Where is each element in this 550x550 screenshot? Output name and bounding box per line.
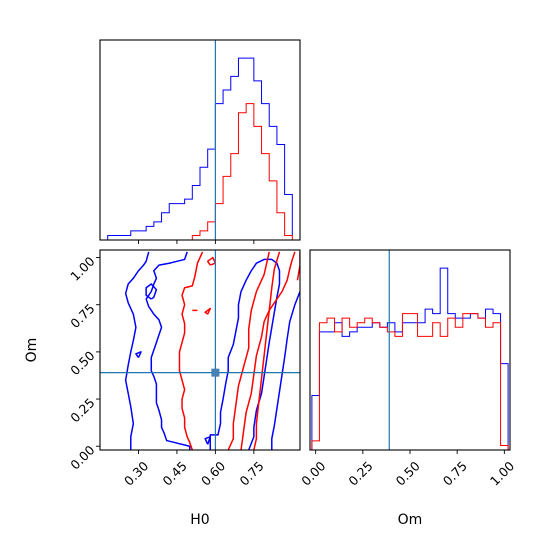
contour-red-0 (178, 251, 204, 450)
om-x-tick-label-1: 0.25 (345, 458, 375, 488)
om-marginal-frame (309, 249, 511, 451)
x-axis-label-h0: H0 (190, 512, 209, 528)
contour-red-4 (296, 251, 300, 281)
y-axis-label-om: Om (24, 338, 40, 363)
om-y-tick-label-4: 1.00 (67, 254, 97, 284)
contour-y-ticks: 0.00 0.25 0.50 0.75 1.00 (67, 254, 100, 473)
contour-blue-5 (204, 436, 212, 445)
om-x-tick-label-0: 0.00 (298, 458, 328, 488)
om-histogram-series-red (311, 313, 509, 450)
contour-blue-2 (209, 258, 281, 450)
om-histogram-lines (311, 267, 509, 450)
h0-marginal-ticks (138, 240, 255, 244)
h0-histogram-series-blue (100, 57, 293, 241)
contour-x-ticks: 0.30 0.45 0.60 0.75 (121, 450, 267, 489)
contour-lines (124, 251, 300, 450)
h0-marginal-frame (99, 39, 301, 241)
h0-x-tick-label-0: 0.30 (121, 458, 151, 488)
om-y-tick-label-0: 0.00 (67, 442, 97, 472)
h0-marginal-panel (99, 39, 301, 244)
om-x-tick-label-2: 0.50 (393, 458, 423, 488)
contour-red-3 (240, 251, 296, 450)
om-x-tick-label-3: 0.75 (440, 458, 470, 488)
contour-red-5 (206, 256, 217, 266)
contour-red-6 (204, 307, 212, 315)
h0-histogram-series-red (100, 103, 293, 241)
contour-blue-4 (135, 351, 142, 358)
contour-frame (99, 249, 301, 451)
contour-red-2 (253, 251, 281, 450)
h0-x-tick-label-1: 0.45 (160, 458, 190, 488)
h0-x-tick-label-3: 0.75 (236, 458, 266, 488)
contour-red-1 (227, 251, 270, 450)
contour-truth-lines (100, 250, 300, 450)
om-y-tick-label-3: 0.75 (67, 301, 97, 331)
om-x-tick-label-4: 1.00 (487, 458, 517, 488)
truth-marker (211, 368, 220, 377)
h0-x-tick-label-2: 0.60 (198, 458, 228, 488)
contour-blue-0 (124, 251, 150, 450)
om-y-tick-label-1: 0.25 (67, 395, 97, 425)
om-histogram-series-blue (311, 267, 509, 450)
contour-blue-6 (271, 291, 300, 450)
h0-om-contour-panel: 0.30 0.45 0.60 0.75 0.00 0.25 0.50 0.75 1.00 H0… (24, 249, 301, 528)
contour-blue-3 (145, 283, 158, 300)
om-y-tick-label-2: 0.50 (67, 348, 97, 378)
contour-blue-1 (145, 251, 191, 450)
h0-histogram-lines (100, 57, 293, 241)
om-marginal-panel: 0.00 0.25 0.50 0.75 1.00 Om (298, 249, 517, 528)
x-axis-label-om: Om (398, 512, 423, 528)
om-x-ticks: 0.00 0.25 0.50 0.75 1.00 (298, 450, 517, 489)
